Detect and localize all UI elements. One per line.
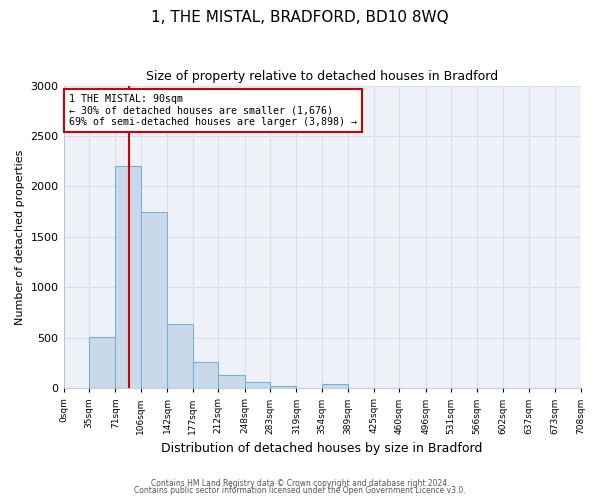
Y-axis label: Number of detached properties: Number of detached properties — [15, 149, 25, 324]
Bar — [89, 337, 115, 388]
Bar — [167, 324, 193, 388]
Bar — [270, 386, 296, 388]
X-axis label: Distribution of detached houses by size in Bradford: Distribution of detached houses by size … — [161, 442, 483, 455]
Bar — [245, 382, 270, 388]
Text: Contains HM Land Registry data © Crown copyright and database right 2024.: Contains HM Land Registry data © Crown c… — [151, 478, 449, 488]
Bar — [218, 375, 245, 388]
Bar — [322, 384, 347, 388]
Bar — [115, 166, 141, 388]
Text: 1 THE MISTAL: 90sqm
← 30% of detached houses are smaller (1,676)
69% of semi-det: 1 THE MISTAL: 90sqm ← 30% of detached ho… — [70, 94, 358, 127]
Bar — [193, 362, 218, 388]
Title: Size of property relative to detached houses in Bradford: Size of property relative to detached ho… — [146, 70, 498, 83]
Text: Contains public sector information licensed under the Open Government Licence v3: Contains public sector information licen… — [134, 486, 466, 495]
Bar — [141, 212, 167, 388]
Text: 1, THE MISTAL, BRADFORD, BD10 8WQ: 1, THE MISTAL, BRADFORD, BD10 8WQ — [151, 10, 449, 25]
